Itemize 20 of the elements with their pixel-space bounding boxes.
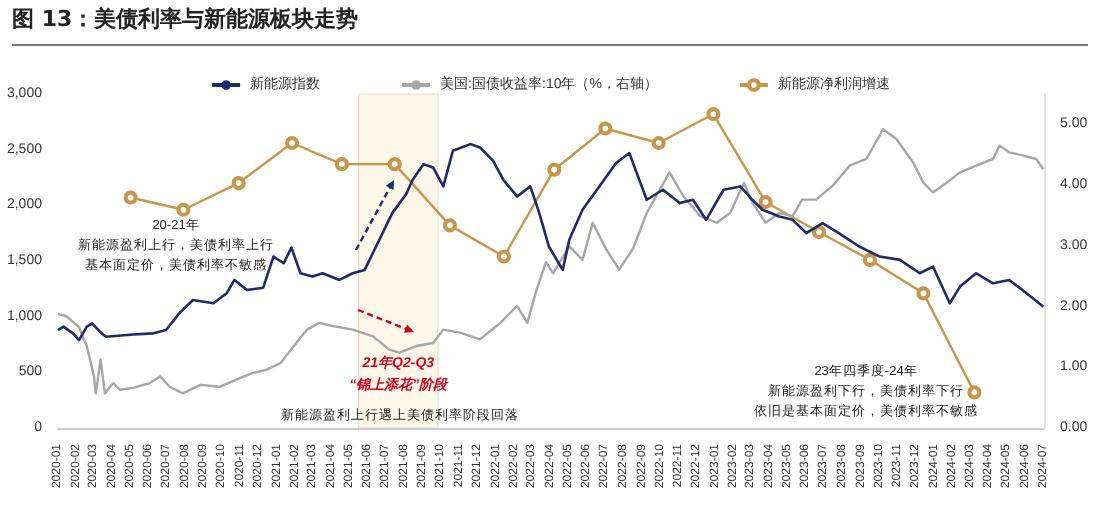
- point: [176, 202, 191, 217]
- point: [123, 190, 138, 205]
- chart-title: 图 13：美债利率与新能源板块走势: [12, 4, 1088, 46]
- point: [916, 286, 931, 301]
- point: [547, 162, 562, 177]
- line-series: [56, 142, 1045, 342]
- point: [651, 135, 666, 150]
- point: [758, 195, 773, 209]
- point: [285, 135, 300, 150]
- point: [598, 121, 613, 136]
- point: [811, 225, 826, 240]
- point: [442, 218, 457, 233]
- point: [387, 157, 402, 172]
- point: [862, 252, 877, 267]
- point: [231, 176, 246, 191]
- point: [706, 107, 721, 122]
- line-series: [56, 128, 1045, 395]
- point: [334, 157, 349, 172]
- point: [967, 385, 982, 400]
- point: [496, 249, 511, 264]
